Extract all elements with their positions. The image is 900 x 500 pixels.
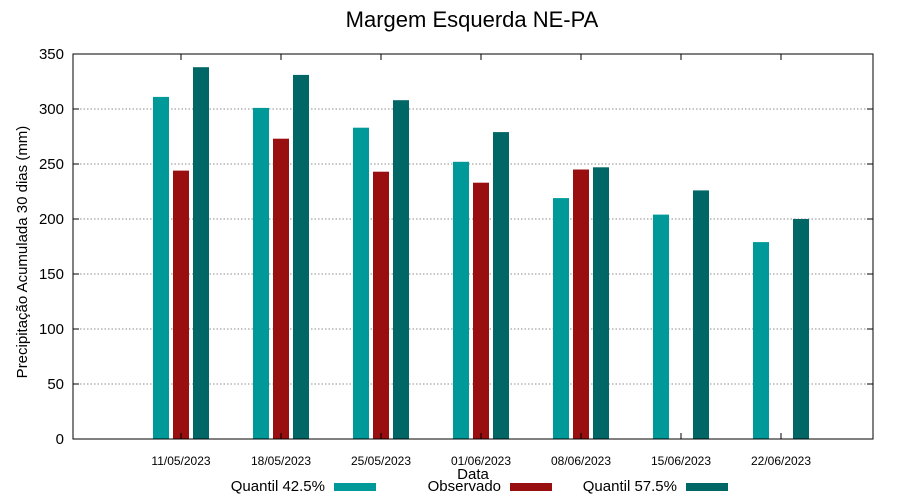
bar-quantil-42-5 — [153, 96, 169, 440]
bar-observado — [273, 138, 289, 439]
legend-swatch — [686, 483, 728, 491]
legend: Quantil 42.5% Observado Quantil 57.5% — [231, 478, 728, 495]
legend-label: Quantil 42.5% — [231, 478, 325, 495]
legend-swatch — [334, 483, 376, 491]
bar-observado — [373, 171, 389, 439]
bar-quantil-42-5 — [453, 161, 469, 440]
y-tick-label: 0 — [56, 431, 64, 448]
x-tick-label: 22/06/2023 — [751, 454, 811, 468]
bar-quantil-42-5 — [653, 214, 669, 439]
plot-frame — [72, 53, 874, 440]
bar-quantil-57-5 — [193, 67, 209, 439]
x-tick-label: 18/05/2023 — [251, 454, 311, 468]
y-tick-label: 250 — [39, 156, 64, 173]
y-tick-label: 200 — [39, 211, 64, 228]
bar-quantil-42-5 — [253, 107, 269, 440]
y-tick-label: 300 — [39, 101, 64, 118]
y-axis-label: Precipitação Acumulada 30 dias (mm) — [14, 126, 31, 379]
y-tick-label: 350 — [39, 46, 64, 63]
x-axis-label: Data — [457, 466, 489, 483]
y-axis: 0 50 100 150 200 250 300 350 — [39, 46, 873, 448]
bar-observado — [573, 169, 589, 439]
bar-quantil-42-5 — [753, 242, 769, 439]
chart-title: Margem Esquerda NE-PA — [346, 7, 599, 32]
legend-label: Observado — [428, 478, 501, 495]
x-tick-label: 15/06/2023 — [651, 454, 711, 468]
x-tick-label: 08/06/2023 — [551, 454, 611, 468]
x-tick-label: 11/05/2023 — [151, 454, 210, 468]
bar-quantil-57-5 — [593, 167, 609, 440]
bar-quantil-42-5 — [353, 127, 369, 439]
bar-quantil-57-5 — [493, 132, 509, 439]
x-axis: 11/05/2023 18/05/2023 25/05/2023 01/06/2023… — [151, 54, 811, 468]
bar-quantil-57-5 — [393, 100, 409, 439]
legend-swatch — [510, 483, 552, 491]
legend-label: Quantil 57.5% — [583, 478, 677, 495]
y-tick-label: 100 — [39, 321, 64, 338]
bar-quantil-57-5 — [693, 190, 709, 439]
y-tick-label: 50 — [47, 376, 64, 393]
y-tick-label: 150 — [39, 266, 64, 283]
bar-observado — [173, 170, 189, 439]
bar-observado — [473, 182, 489, 439]
bar-quantil-57-5 — [293, 74, 309, 440]
bars — [153, 67, 809, 440]
bar-quantil-42-5 — [553, 198, 569, 439]
x-tick-label: 01/06/2023 — [451, 454, 511, 468]
x-tick-label: 25/05/2023 — [351, 454, 411, 468]
bar-quantil-57-5 — [793, 219, 809, 439]
